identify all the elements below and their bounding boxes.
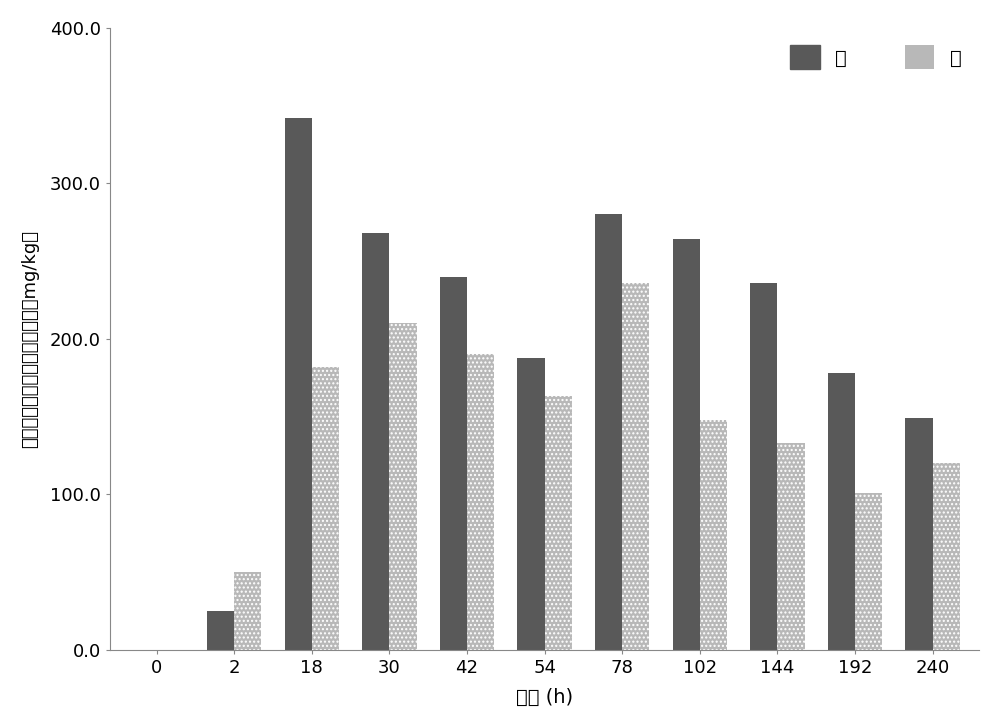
Y-axis label: 铜和镖在周丛生物中的富集量（mg/kg）: 铜和镖在周丛生物中的富集量（mg/kg） <box>21 230 39 448</box>
Bar <box>312 367 339 650</box>
Bar <box>750 283 777 650</box>
X-axis label: 时间 (h): 时间 (h) <box>516 688 573 707</box>
Bar <box>777 443 805 650</box>
Bar <box>517 357 545 650</box>
Bar <box>673 240 700 650</box>
Bar <box>389 323 417 650</box>
Bar <box>700 420 727 650</box>
Bar <box>285 118 312 650</box>
Legend: 铜, 镖: 铜, 镖 <box>783 38 969 77</box>
Bar <box>855 493 882 650</box>
Bar <box>467 355 494 650</box>
Bar <box>234 572 261 650</box>
Bar <box>362 233 389 650</box>
Bar <box>207 611 234 650</box>
Bar <box>440 277 467 650</box>
Bar <box>933 463 960 650</box>
Bar <box>905 419 933 650</box>
Bar <box>828 373 855 650</box>
Bar <box>622 283 649 650</box>
Bar <box>595 215 622 650</box>
Bar <box>545 397 572 650</box>
